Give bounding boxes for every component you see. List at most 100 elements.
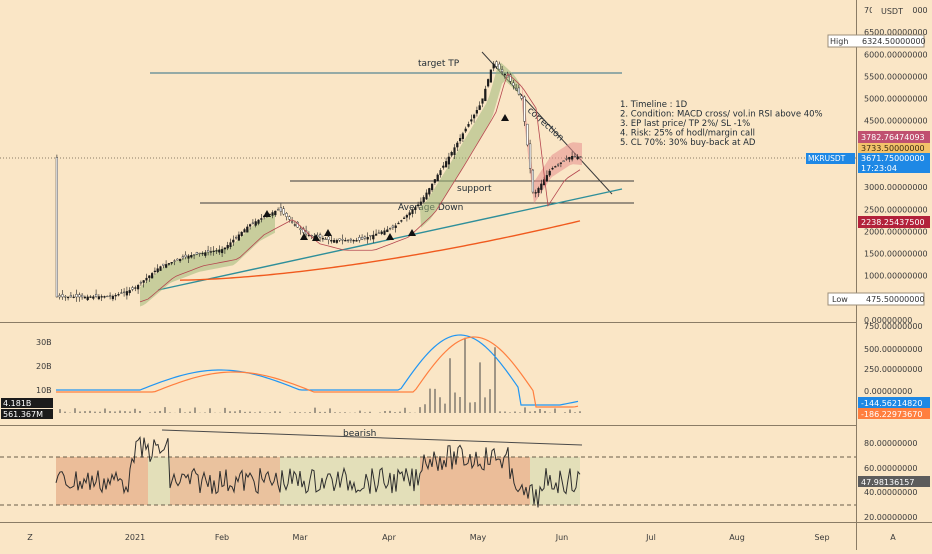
rsi-tick: 80.00000000 <box>864 439 917 448</box>
volume-badge-2 <box>1 409 53 419</box>
candle <box>162 263 165 266</box>
candle <box>212 250 215 253</box>
candle <box>531 169 534 193</box>
candle <box>380 231 383 234</box>
candle <box>400 220 403 222</box>
high-value: 6324.50000000 <box>862 37 926 46</box>
ma-50-line <box>139 73 581 303</box>
candle <box>299 228 302 231</box>
support-label[interactable]: support <box>457 184 492 194</box>
candle <box>61 294 64 298</box>
buy-triangle <box>501 114 509 121</box>
candle <box>523 96 526 122</box>
bearish-label[interactable]: bearish <box>343 429 376 439</box>
candle <box>164 264 168 268</box>
candle <box>545 175 548 182</box>
candle <box>209 251 212 253</box>
candle <box>159 266 162 271</box>
candle <box>178 258 182 262</box>
candle <box>344 240 347 242</box>
strategy-notes[interactable]: 1. Timeline : 1D2. Condition: MACD cross… <box>620 100 823 148</box>
signal-value: -186.22973670 <box>861 410 922 419</box>
price-tick: 2500.00000000 <box>864 205 928 214</box>
strategy-note: 4. Risk: 25% of hodl/margin call <box>620 129 755 139</box>
candle <box>75 294 78 298</box>
candle <box>215 250 218 252</box>
candle <box>453 147 456 155</box>
candle <box>372 234 375 240</box>
candle <box>277 209 280 211</box>
price-tick: 0.00000000 <box>864 316 912 325</box>
candle <box>450 152 453 156</box>
target-tp-label[interactable]: target TP <box>418 59 460 69</box>
candle <box>576 156 579 160</box>
candle <box>338 238 341 241</box>
rsi-badge <box>858 476 930 487</box>
candle <box>187 255 190 259</box>
candle <box>192 254 196 256</box>
candle <box>190 255 193 258</box>
symbol-badge <box>806 153 855 164</box>
candle <box>470 119 473 122</box>
candle <box>145 277 148 281</box>
candle <box>232 239 235 243</box>
candle <box>92 296 95 299</box>
macd-indicator <box>56 334 581 413</box>
candle <box>487 79 490 87</box>
buy-triangle <box>386 233 394 240</box>
reset-zoom-button[interactable]: Z <box>27 533 33 542</box>
candle <box>428 188 431 195</box>
macd-tick: 0.00000000 <box>864 387 912 396</box>
candle <box>139 282 142 284</box>
candle <box>375 233 378 236</box>
candle <box>529 143 532 169</box>
candle <box>117 294 120 296</box>
auto-scale-button[interactable]: A <box>890 533 896 542</box>
candle <box>520 95 523 99</box>
price-tick: 5500.00000000 <box>864 72 928 81</box>
currency-badge[interactable] <box>872 5 912 17</box>
candle <box>554 166 557 168</box>
macd-line <box>56 334 579 406</box>
candle <box>403 217 406 219</box>
candle <box>80 294 84 298</box>
candle <box>131 287 134 290</box>
time-axis[interactable]: 2021 Feb Mar Apr May Jun Jul Aug Sep <box>125 533 830 542</box>
macd-pane[interactable] <box>0 323 856 425</box>
candle <box>229 242 232 247</box>
price-pane[interactable] <box>0 0 856 322</box>
candle <box>517 87 520 95</box>
candle <box>83 296 86 299</box>
candle <box>150 273 154 279</box>
candle <box>361 237 364 240</box>
candle <box>559 162 562 164</box>
strategy-note: 1. Timeline : 1D <box>620 100 688 110</box>
candle <box>279 207 282 212</box>
time-tick: Jun <box>555 533 569 542</box>
bearish-trendline[interactable] <box>161 429 583 446</box>
candle <box>94 293 98 297</box>
ma-mid-badge <box>858 143 930 154</box>
candle <box>459 138 462 142</box>
candle <box>363 236 366 239</box>
macd-tick: 250.00000000 <box>864 365 923 374</box>
price-axis-bg <box>857 0 932 522</box>
rsi-line <box>55 436 581 508</box>
candle <box>66 296 70 299</box>
candle <box>204 252 207 256</box>
low-value: 475.50000000 <box>866 295 925 304</box>
candle <box>153 270 156 272</box>
candle <box>405 215 408 218</box>
candle <box>422 197 425 203</box>
macd-badge <box>858 397 930 408</box>
candle <box>285 213 288 217</box>
signal-line <box>56 336 579 408</box>
candle <box>515 88 518 91</box>
macd-tick: 500.00000000 <box>864 345 923 354</box>
candle <box>148 275 151 279</box>
volume-value-1: 4.181B <box>3 399 31 408</box>
buy-triangle <box>324 229 332 236</box>
candle <box>234 237 238 239</box>
candle <box>503 74 506 76</box>
